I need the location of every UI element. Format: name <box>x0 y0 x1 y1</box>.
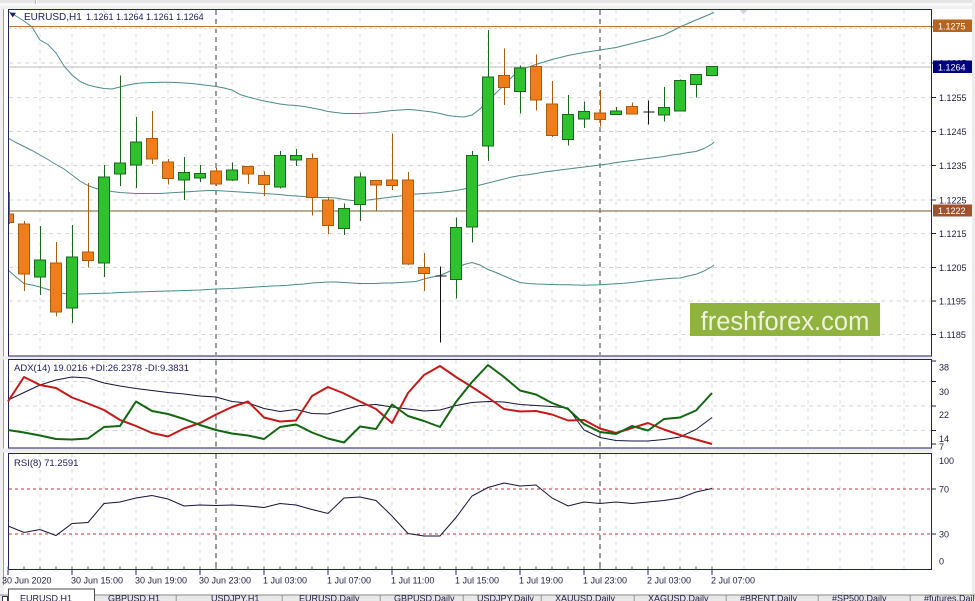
svg-text:freshforex.com: freshforex.com <box>701 308 870 336</box>
svg-text:1.1255: 1.1255 <box>939 93 967 103</box>
svg-text:EURUSD,H1: EURUSD,H1 <box>20 594 72 601</box>
svg-text:|: | <box>281 594 283 601</box>
svg-text:1 Jul 23:00: 1 Jul 23:00 <box>583 576 627 586</box>
svg-text:1 Jul 03:00: 1 Jul 03:00 <box>263 576 307 586</box>
svg-text:|: | <box>725 594 727 601</box>
svg-text:2 Jul 03:00: 2 Jul 03:00 <box>647 576 691 586</box>
svg-text:XAGUSD,Daily: XAGUSD,Daily <box>648 594 709 601</box>
svg-text:1.1185: 1.1185 <box>939 330 966 340</box>
svg-text:|: | <box>909 594 911 601</box>
svg-text:30 Jun 15:00: 30 Jun 15:00 <box>71 576 123 586</box>
svg-text:XAUUSD,Daily: XAUUSD,Daily <box>555 594 616 601</box>
svg-text:30 Jun 23:00: 30 Jun 23:00 <box>199 576 251 586</box>
svg-text:|: | <box>633 594 635 601</box>
svg-text:30 Jun 2020: 30 Jun 2020 <box>2 576 52 586</box>
svg-text:38: 38 <box>939 362 949 372</box>
svg-text:1 Jul 19:00: 1 Jul 19:00 <box>519 576 563 586</box>
svg-text:GBPUSD,Daily: GBPUSD,Daily <box>394 594 455 601</box>
svg-text:14: 14 <box>939 434 949 444</box>
svg-text:1.1225: 1.1225 <box>939 196 967 206</box>
svg-text:1 Jul 07:00: 1 Jul 07:00 <box>327 576 371 586</box>
svg-text:30: 30 <box>939 530 949 540</box>
svg-text:1 Jul 15:00: 1 Jul 15:00 <box>455 576 499 586</box>
svg-text:GBPUSD,H1: GBPUSD,H1 <box>108 594 160 601</box>
svg-text:1 Jul 11:00: 1 Jul 11:00 <box>391 576 434 586</box>
svg-text:1.1264: 1.1264 <box>938 62 966 72</box>
svg-text:|: | <box>379 594 381 601</box>
svg-text:ADX(14) 19.0216 +DI:26.2378 -D: ADX(14) 19.0216 +DI:26.2378 -DI:9.3831 <box>14 363 189 374</box>
svg-text:2 Jul 07:00: 2 Jul 07:00 <box>711 576 755 586</box>
svg-text:RSI(8) 71.2591: RSI(8) 71.2591 <box>14 458 78 469</box>
svg-text:1.1205: 1.1205 <box>939 263 967 273</box>
svg-text:1.1275: 1.1275 <box>938 21 966 31</box>
svg-text:|: | <box>540 594 542 601</box>
svg-text:0: 0 <box>939 557 944 567</box>
svg-text:22: 22 <box>939 410 949 420</box>
svg-text:EURUSD,Daily: EURUSD,Daily <box>299 594 360 601</box>
svg-text:|: | <box>462 594 464 601</box>
svg-text:1.1195: 1.1195 <box>939 297 966 307</box>
svg-text:#SP500,Daily: #SP500,Daily <box>832 594 887 601</box>
svg-text:1.1261 1.1264 1.1261 1.1264: 1.1261 1.1264 1.1261 1.1264 <box>86 12 204 22</box>
svg-text:|: | <box>175 594 177 601</box>
svg-text:70: 70 <box>939 485 949 495</box>
svg-text:1.1215: 1.1215 <box>939 229 967 239</box>
svg-text:1.1222: 1.1222 <box>938 206 966 216</box>
svg-text:#BRENT,Daily: #BRENT,Daily <box>740 594 798 601</box>
svg-text:30: 30 <box>939 387 949 397</box>
svg-text:#futures,Daily: #futures,Daily <box>924 594 975 601</box>
svg-text:USDJPY,H1: USDJPY,H1 <box>211 594 259 601</box>
svg-text:100: 100 <box>939 456 954 466</box>
svg-text:1.1245: 1.1245 <box>939 127 967 137</box>
svg-text:30 Jun 19:00: 30 Jun 19:00 <box>135 576 187 586</box>
svg-text:EURUSD,H1: EURUSD,H1 <box>24 12 82 23</box>
svg-text:7: 7 <box>939 442 944 452</box>
svg-text:|: | <box>817 594 819 601</box>
svg-text:USDJPY,Daily: USDJPY,Daily <box>477 594 534 601</box>
svg-text:1.1235: 1.1235 <box>939 161 967 171</box>
